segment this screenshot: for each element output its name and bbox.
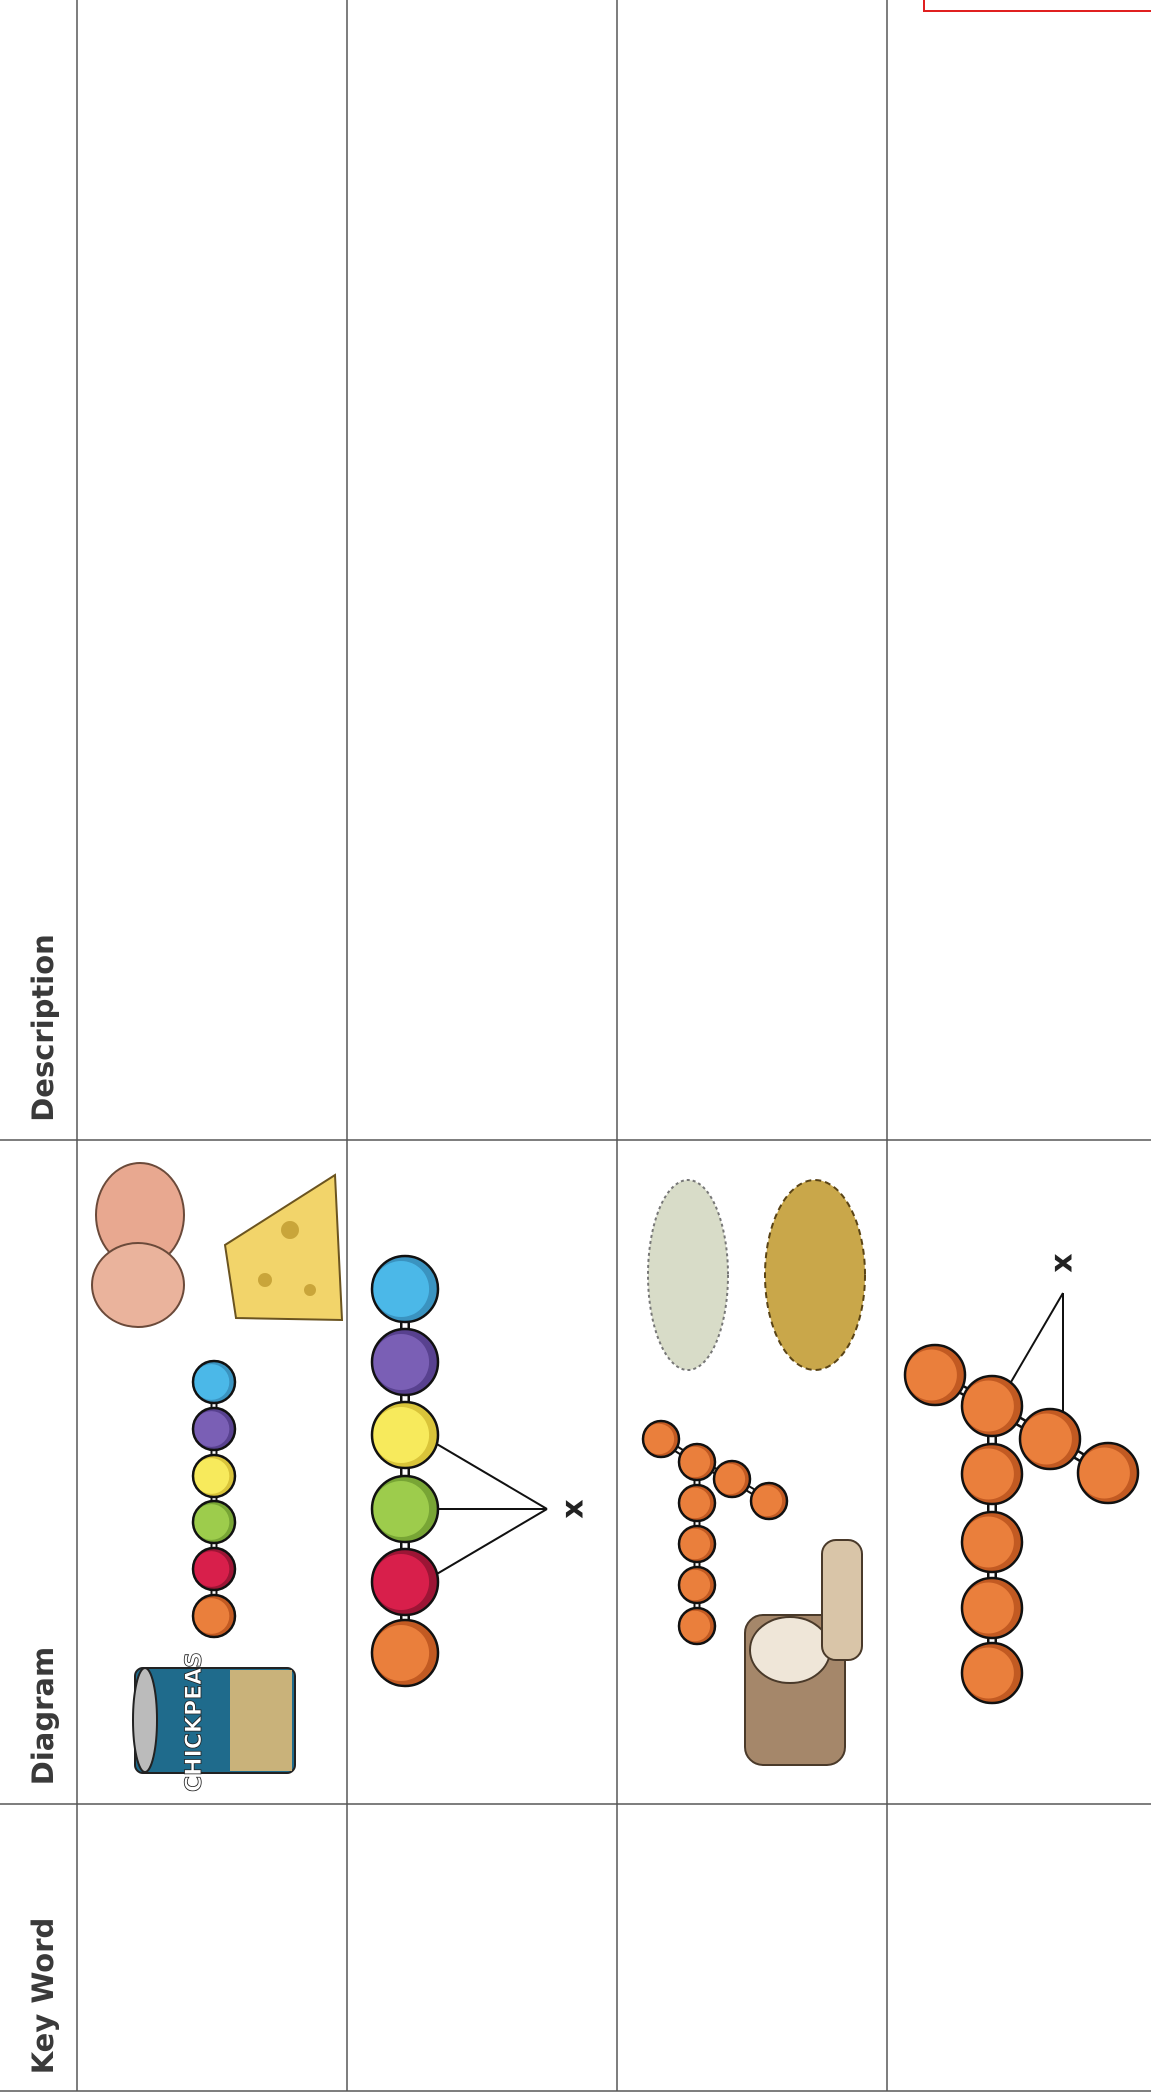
bead (679, 1444, 715, 1480)
bead (372, 1402, 438, 1468)
bead (193, 1548, 235, 1590)
red-frame (924, 0, 1151, 11)
bead (372, 1620, 438, 1686)
bead (679, 1485, 715, 1521)
bead (751, 1483, 787, 1519)
pasta (765, 1180, 865, 1370)
rice (648, 1180, 728, 1370)
bead (193, 1455, 235, 1497)
bead (962, 1643, 1022, 1703)
bead (193, 1361, 235, 1403)
bead (679, 1526, 715, 1562)
chickpeas-can: CHICKPEAS (133, 1652, 295, 1792)
bead (643, 1421, 679, 1457)
header-key-word: Key Word (26, 1918, 60, 2075)
bead (905, 1345, 965, 1405)
bead (679, 1608, 715, 1644)
table-grid (0, 0, 1151, 2091)
eggs (92, 1163, 184, 1327)
bread (745, 1540, 862, 1765)
bead (193, 1595, 235, 1637)
cheese (225, 1175, 342, 1320)
bead (372, 1476, 438, 1542)
bead (193, 1408, 235, 1450)
bead (962, 1444, 1022, 1504)
can-label: CHICKPEAS (182, 1652, 207, 1792)
connector-lines (430, 1440, 547, 1578)
x-label: x (556, 1499, 591, 1518)
bead (372, 1329, 438, 1395)
header-description: Description (26, 934, 60, 1122)
bead (372, 1256, 438, 1322)
x-label: x (1045, 1253, 1080, 1272)
bead (714, 1461, 750, 1497)
worksheet: Key Word Diagram Description CHICKPEAS x… (0, 0, 1151, 2096)
bead (1020, 1409, 1080, 1469)
header-diagram: Diagram (26, 1647, 60, 1785)
bead (193, 1501, 235, 1543)
bead (962, 1578, 1022, 1638)
bead (372, 1549, 438, 1615)
bead (962, 1376, 1022, 1436)
bead (1078, 1443, 1138, 1503)
bead (679, 1567, 715, 1603)
bead (962, 1512, 1022, 1572)
